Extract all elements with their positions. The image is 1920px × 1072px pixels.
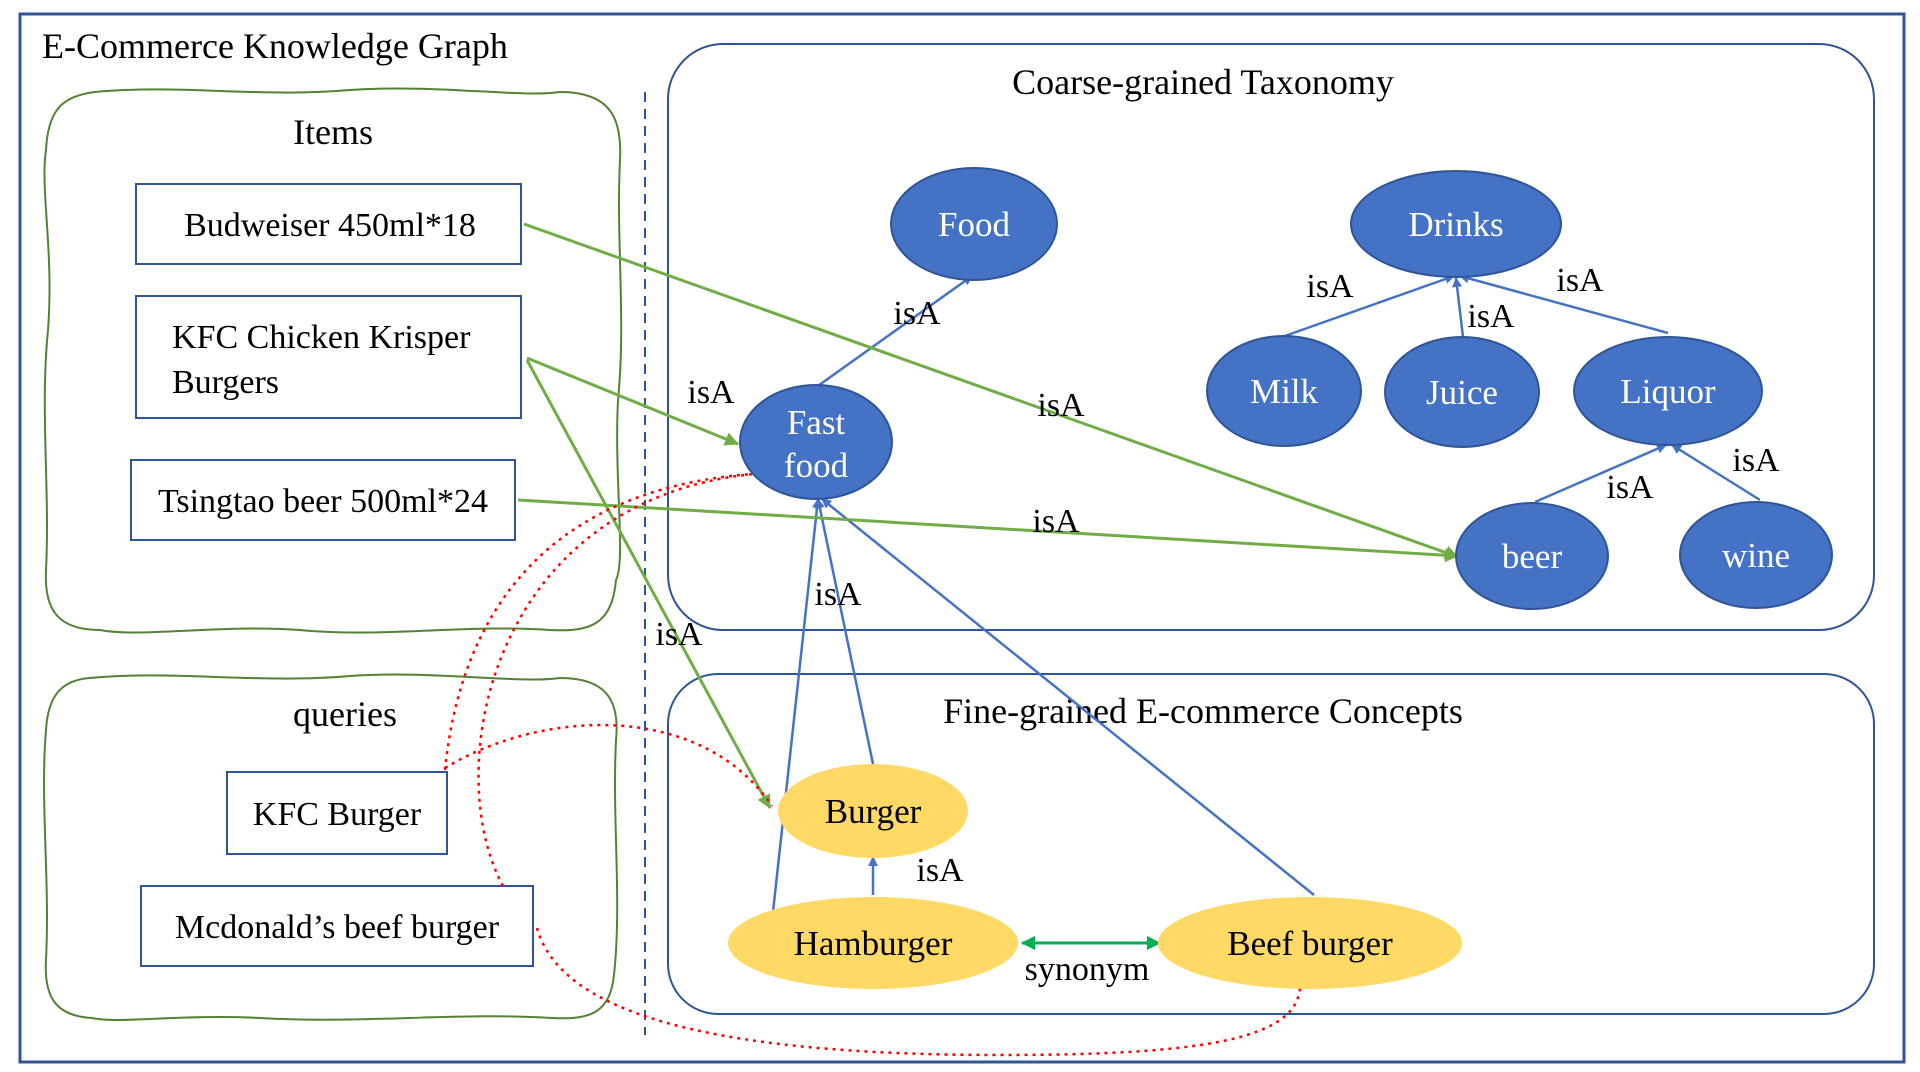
- diagram-title: E-Commerce Knowledge Graph: [42, 26, 508, 66]
- edge-beefburger-fastfood: [821, 498, 1315, 896]
- item-label-kfc-line1: KFC Chicken Krisper: [172, 319, 471, 356]
- edge-hamburger-fastfood: [771, 498, 822, 913]
- query-label-kfc-burger: KFC Burger: [253, 796, 422, 833]
- edge-label-isa-milk-drinks: isA: [1306, 268, 1354, 305]
- node-burger-label: Burger: [825, 792, 922, 831]
- node-food: [890, 167, 1058, 281]
- edge-tsingtao-beer: [517, 498, 1459, 563]
- node-juice: [1384, 336, 1540, 448]
- node-fast-food-label-1: Fast: [787, 403, 846, 442]
- edge-label-isa-beer-liquor: isA: [1606, 469, 1654, 506]
- node-milk: [1206, 335, 1362, 447]
- edge-label-isa-kfc-fastfood: isA: [687, 374, 735, 411]
- concepts-panel: [667, 673, 1875, 1015]
- edge-kfc-burger: [525, 359, 772, 809]
- edge-kfc-fastfood: [526, 356, 739, 446]
- node-food-label: Food: [938, 205, 1010, 244]
- node-drinks: [1350, 170, 1562, 278]
- node-hamburger-label: Hamburger: [794, 924, 953, 963]
- item-label-budweiser: Budweiser 450ml*18: [184, 207, 476, 244]
- edge-label-isa-kfc-burger: isA: [655, 616, 703, 653]
- edge-liquor-drinks: [1459, 273, 1669, 335]
- outer-frame: [18, 12, 1906, 1064]
- node-wine-label: wine: [1722, 536, 1790, 575]
- query-label-mcdonalds: Mcdonald’s beef burger: [175, 909, 500, 946]
- edge-burger-fastfood: [814, 498, 875, 765]
- edge-juice-drinks: [1452, 277, 1465, 338]
- link-mcdonalds-beefburger: [535, 927, 1302, 1057]
- node-fast-food-label-2: food: [784, 446, 849, 485]
- edge-fastfood-food: [814, 274, 973, 390]
- items-panel: [43, 87, 623, 634]
- node-beer: [1455, 502, 1609, 610]
- edge-wine-liquor: [1671, 443, 1761, 502]
- edge-label-isa-juice-drinks: isA: [1467, 298, 1515, 335]
- node-liquor: [1573, 336, 1763, 446]
- edge-label-isa-liquor-drinks: isA: [1556, 262, 1604, 299]
- item-label-kfc-line2: Burgers: [172, 364, 279, 401]
- edge-label-isa-wine-liquor: isA: [1732, 442, 1780, 479]
- item-box-kfc: [135, 295, 522, 419]
- node-hamburger: [728, 897, 1018, 989]
- node-liquor-label: Liquor: [1620, 372, 1716, 411]
- link-kfcburger-fastfood: [443, 472, 753, 771]
- node-juice-label: Juice: [1426, 373, 1498, 412]
- edge-budweiser-beer: [523, 222, 1459, 560]
- item-box-tsingtao: [130, 459, 516, 541]
- edge-label-isa-fastfood-food: isA: [893, 295, 941, 332]
- query-box-mcdonalds: [140, 885, 534, 967]
- node-fast-food: [739, 384, 893, 500]
- edge-label-isa-tsingtao-beer: isA: [1032, 503, 1080, 540]
- link-kfcburger-burger: [444, 723, 774, 807]
- item-box-budweiser: [135, 183, 522, 265]
- edge-label-isa-burger-fastfood: isA: [814, 576, 862, 613]
- node-drinks-label: Drinks: [1408, 205, 1503, 244]
- edge-beer-liquor: [1534, 443, 1667, 504]
- taxonomy-panel-title: Coarse-grained Taxonomy: [1012, 62, 1394, 102]
- taxonomy-panel: [667, 43, 1875, 631]
- item-label-tsingtao: Tsingtao beer 500ml*24: [158, 483, 488, 520]
- edge-label-isa-budweiser-beer: isA: [1037, 387, 1085, 424]
- items-panel-title: Items: [293, 112, 373, 152]
- node-wine: [1679, 501, 1833, 609]
- node-beer-label: beer: [1502, 537, 1563, 576]
- edge-milk-drinks: [1281, 274, 1455, 339]
- queries-panel: [43, 673, 619, 1021]
- query-box-kfc-burger: [226, 771, 448, 855]
- node-beef-burger: [1158, 897, 1462, 989]
- node-beef-burger-label: Beef burger: [1227, 924, 1393, 963]
- queries-panel-title: queries: [293, 694, 397, 734]
- node-milk-label: Milk: [1250, 372, 1319, 411]
- concepts-panel-title: Fine-grained E-commerce Concepts: [943, 691, 1463, 731]
- edge-label-synonym: synonym: [1025, 951, 1150, 988]
- edge-label-isa-hamburger-burger: isA: [916, 852, 964, 889]
- node-burger: [778, 764, 968, 858]
